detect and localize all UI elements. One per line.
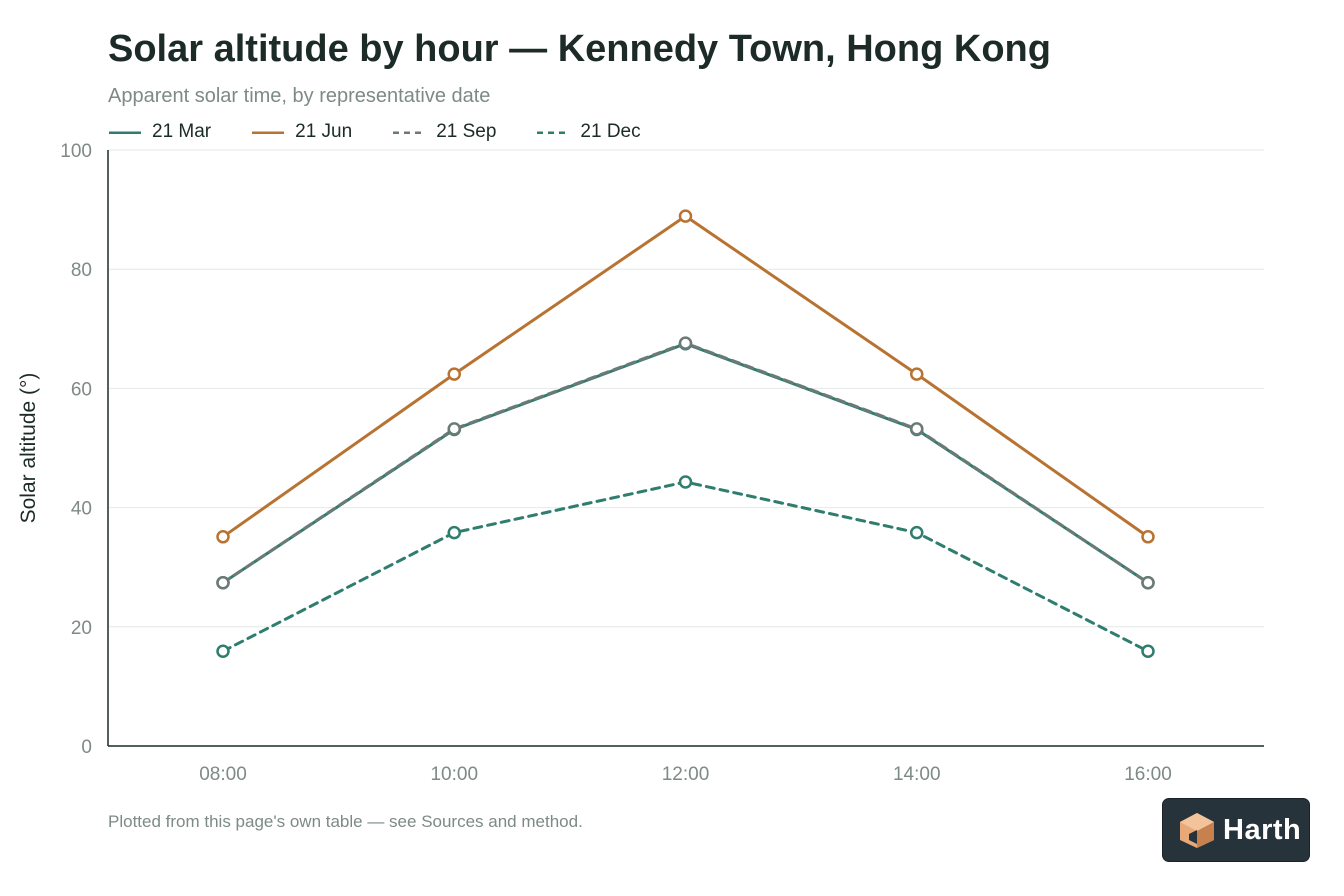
- legend-label: 21 Mar: [152, 121, 212, 142]
- y-tick-label: 20: [71, 618, 92, 639]
- data-point: [216, 644, 230, 658]
- data-point: [910, 367, 924, 381]
- y-tick-label: 0: [81, 737, 92, 758]
- data-point: [216, 530, 230, 544]
- y-tick-label: 40: [71, 499, 92, 520]
- house-cube-icon: [1180, 813, 1214, 848]
- x-tick-label: 14:00: [893, 764, 941, 785]
- brand-name: Harth: [1223, 813, 1302, 846]
- data-point: [678, 336, 693, 350]
- legend-label: 21 Sep: [436, 121, 497, 142]
- legend-label: 21 Jun: [295, 121, 353, 142]
- data-point: [447, 525, 461, 540]
- chart-footnote: Plotted from this page's own table — see…: [108, 812, 583, 831]
- chart-title: Solar altitude by hour — Kennedy Town, H…: [108, 28, 1051, 70]
- legend-swatch: [109, 131, 141, 134]
- data-point: [910, 525, 924, 540]
- y-tick-label: 80: [71, 260, 92, 281]
- legend-item: 21 Dec: [536, 121, 641, 143]
- legend-swatch: [393, 131, 426, 134]
- legend-label: 21 Dec: [580, 121, 641, 142]
- legend-item: 21 Mar: [108, 121, 211, 143]
- x-tick-label: 16:00: [1124, 764, 1172, 785]
- series-line-21-mar: [221, 342, 1150, 585]
- y-tick-label: 60: [71, 379, 92, 400]
- data-point: [1141, 575, 1155, 590]
- data-point: [447, 367, 461, 381]
- data-point: [447, 422, 461, 436]
- data-point: [678, 209, 693, 223]
- data-point: [216, 575, 230, 590]
- data-point: [1141, 644, 1155, 658]
- x-tick-label: 08:00: [199, 764, 247, 785]
- legend-item: 21 Jun: [251, 121, 352, 143]
- x-tick-label: 12:00: [662, 764, 710, 785]
- y-axis-label: Solar altitude (°): [17, 373, 40, 524]
- chart-legend: 21 Mar 21 Jun 21 Sep 21 Dec: [108, 119, 681, 145]
- legend-item: 21 Sep: [392, 121, 496, 143]
- legend-swatch: [252, 131, 285, 134]
- data-point: [910, 422, 924, 436]
- legend-swatch: [537, 131, 570, 134]
- x-tick-label: 10:00: [430, 764, 478, 785]
- data-point: [678, 475, 693, 489]
- chart-subtitle: Apparent solar time, by representative d…: [108, 85, 491, 107]
- y-tick-label: 100: [60, 141, 92, 162]
- data-point: [1141, 530, 1155, 544]
- series-line-21-sep: [221, 341, 1150, 585]
- brand-logo: Harth: [1162, 798, 1310, 862]
